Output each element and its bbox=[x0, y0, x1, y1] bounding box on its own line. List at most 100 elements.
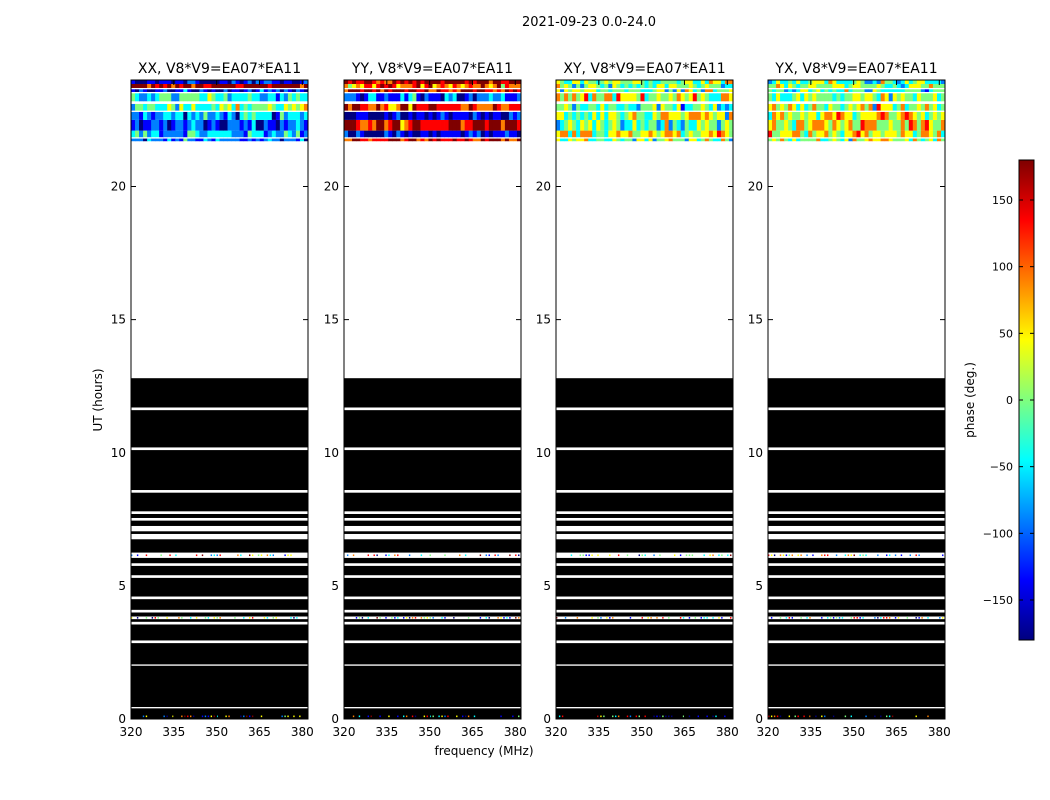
y-tick-label: 15 bbox=[536, 313, 551, 327]
masked-row bbox=[768, 410, 945, 448]
phase-row bbox=[556, 130, 734, 138]
colorbar-tick-label: 150 bbox=[992, 194, 1013, 207]
x-tick-label: 350 bbox=[205, 725, 228, 739]
masked-row bbox=[131, 539, 308, 553]
phase-row bbox=[768, 138, 946, 142]
colorbar-tick-label: 50 bbox=[999, 327, 1013, 340]
phase-row bbox=[131, 83, 309, 88]
masked-row bbox=[131, 577, 308, 597]
masked-row bbox=[768, 450, 945, 491]
masked-row bbox=[768, 513, 945, 518]
panel-title: XY, V8*V9=EA07*EA11 bbox=[563, 61, 725, 77]
colorbar-tick-label: −50 bbox=[990, 461, 1013, 474]
masked-row bbox=[556, 619, 733, 622]
phase-row bbox=[768, 111, 946, 120]
y-tick-label: 5 bbox=[118, 579, 126, 593]
y-tick-label: 10 bbox=[748, 446, 763, 460]
phase-stripe bbox=[770, 617, 944, 619]
colorbar-label: phase (deg.) bbox=[963, 362, 977, 438]
phase-row bbox=[768, 89, 946, 92]
y-tick-label: 10 bbox=[111, 446, 126, 460]
x-tick-label: 320 bbox=[545, 725, 568, 739]
masked-row bbox=[768, 577, 945, 597]
phase-row bbox=[768, 83, 946, 88]
masked-row bbox=[131, 599, 308, 610]
x-tick-label: 380 bbox=[504, 725, 527, 739]
phase-row bbox=[344, 89, 522, 92]
plot-frame bbox=[555, 79, 734, 720]
masked-row bbox=[131, 708, 308, 719]
masked-row bbox=[131, 565, 308, 576]
phase-row bbox=[556, 138, 734, 142]
phase-row bbox=[131, 103, 309, 111]
colorbar-ticks: −150 −100 −50 0 50 100 150 bbox=[983, 194, 1034, 607]
y-tick-label: 5 bbox=[331, 579, 339, 593]
phase-stripe bbox=[346, 554, 520, 557]
masked-row bbox=[768, 539, 945, 553]
phase-row bbox=[344, 138, 522, 142]
masked-row bbox=[344, 643, 521, 665]
y-tick-label: 15 bbox=[111, 313, 126, 327]
x-tick-label: 335 bbox=[162, 725, 185, 739]
phase-stripe bbox=[131, 554, 292, 557]
x-tick-label: 320 bbox=[333, 725, 356, 739]
y-tick-label: 15 bbox=[748, 313, 763, 327]
y-tick-label: 10 bbox=[536, 446, 551, 460]
masked-row bbox=[131, 410, 308, 448]
masked-row bbox=[344, 531, 521, 534]
x-tick-label: 380 bbox=[291, 725, 314, 739]
phase-row bbox=[131, 138, 309, 142]
masked-row bbox=[344, 612, 521, 617]
masked-row bbox=[556, 539, 733, 553]
masked-row bbox=[344, 619, 521, 622]
x-tick-label: 380 bbox=[716, 725, 739, 739]
phase-stripe bbox=[768, 715, 929, 718]
x-tick-label: 350 bbox=[630, 725, 653, 739]
masked-row bbox=[344, 577, 521, 597]
plot-frame bbox=[767, 79, 946, 720]
masked-row bbox=[131, 531, 308, 534]
masked-row bbox=[768, 557, 945, 564]
y-tick-label: 20 bbox=[324, 180, 339, 194]
masked-row bbox=[556, 599, 733, 610]
y-axis-label: UT (hours) bbox=[91, 368, 105, 431]
masked-row bbox=[768, 624, 945, 641]
phase-row bbox=[768, 119, 946, 131]
y-tick-label: 0 bbox=[543, 712, 551, 726]
figure-suptitle: 2021-09-23 0.0-24.0 bbox=[522, 15, 656, 30]
phase-row bbox=[556, 119, 734, 131]
panel-title: YX, V8*V9=EA07*EA11 bbox=[774, 61, 937, 77]
phase-stripe bbox=[352, 715, 520, 718]
phase-stripe bbox=[131, 617, 298, 619]
x-tick-label: 350 bbox=[842, 725, 865, 739]
colorbar-tick-label: 100 bbox=[992, 261, 1013, 274]
masked-row bbox=[131, 619, 308, 622]
phase-row bbox=[131, 80, 309, 84]
masked-row bbox=[344, 557, 521, 564]
panel-xy: XY, V8*V9=EA07*EA11 0 5 10 15 20 320 335 350 365 3… bbox=[536, 61, 739, 739]
masked-row bbox=[344, 539, 521, 553]
phase-stripe bbox=[570, 554, 732, 557]
phase-row bbox=[344, 119, 522, 131]
masked-row bbox=[768, 612, 945, 617]
plot-frame bbox=[343, 79, 522, 720]
phase-row bbox=[556, 83, 734, 88]
masked-row bbox=[556, 410, 733, 448]
y-tick-label: 10 bbox=[324, 446, 339, 460]
masked-row bbox=[556, 643, 733, 665]
masked-row bbox=[344, 520, 521, 526]
x-tick-label: 380 bbox=[928, 725, 951, 739]
masked-row bbox=[768, 565, 945, 576]
panel-yx: YX, V8*V9=EA07*EA11 0 5 10 15 20 320 335 350 365 3… bbox=[748, 61, 951, 739]
y-tick-label: 5 bbox=[755, 579, 763, 593]
masked-row bbox=[131, 612, 308, 617]
phase-stripe bbox=[556, 617, 732, 619]
masked-row bbox=[131, 378, 308, 408]
x-tick-label: 365 bbox=[673, 725, 696, 739]
x-tick-label: 365 bbox=[248, 725, 271, 739]
masked-row bbox=[556, 520, 733, 526]
x-tick-label: 335 bbox=[799, 725, 822, 739]
panels-group: XX, V8*V9=EA07*EA11 0 5 10 15 20 320 335 350 365 3… bbox=[111, 61, 951, 739]
x-tick-label: 335 bbox=[375, 725, 398, 739]
